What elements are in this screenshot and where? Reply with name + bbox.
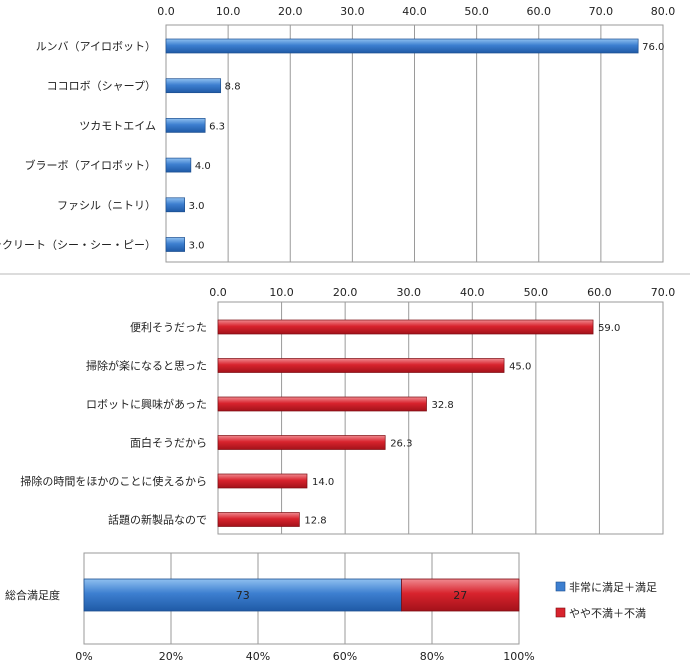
data-label-reasons: 45.0 [509, 362, 531, 373]
category-label-brands: ツカモトエイム [79, 119, 156, 132]
data-label-brands: 76.0 [642, 42, 664, 53]
tick-label-satisfaction: 100% [503, 650, 534, 663]
tick-label-reasons: 10.0 [269, 286, 294, 299]
tick-label-reasons: 40.0 [460, 286, 485, 299]
tick-label-brands: 0.0 [157, 5, 175, 18]
bar-reasons [217, 358, 505, 373]
category-label-reasons: 掃除が楽になると思った [86, 359, 207, 373]
tick-label-brands: 30.0 [340, 5, 365, 18]
segment-data-label: 73 [236, 589, 250, 602]
data-label-brands: 3.0 [189, 241, 205, 252]
data-label-brands: 3.0 [189, 201, 205, 212]
legend-label: 非常に満足＋満足 [569, 581, 657, 594]
category-label-satisfaction: 総合満足度 [5, 588, 60, 602]
bar-brands [165, 38, 639, 54]
bar-brands [165, 78, 222, 94]
tick-label-satisfaction: 40% [246, 650, 270, 663]
bar-segment-dissatisfied [401, 578, 520, 612]
bar-reasons [217, 435, 386, 450]
data-label-brands: 6.3 [209, 121, 225, 132]
tick-label-brands: 50.0 [464, 5, 489, 18]
category-label-reasons: 面白そうだから [130, 436, 207, 450]
bar-brands [165, 237, 185, 252]
tick-label-reasons: 70.0 [651, 286, 676, 299]
data-label-reasons: 14.0 [312, 477, 334, 488]
tick-label-reasons: 30.0 [396, 286, 421, 299]
data-label-brands: 4.0 [195, 161, 211, 172]
category-label-brands: ブラーボ（アイロボット） [25, 158, 156, 172]
tick-label-reasons: 50.0 [524, 286, 549, 299]
bar-brands [165, 118, 206, 133]
plot-area-reasons [217, 301, 664, 535]
category-label-reasons: ロボットに興味があった [86, 397, 207, 411]
bar-reasons [217, 512, 300, 527]
bar-brands [165, 197, 185, 213]
category-label-brands: ラクリート（シー・シー・ピー） [0, 239, 156, 252]
category-label-brands: ルンバ（アイロボット） [36, 40, 156, 53]
legend-label: やや不満＋不満 [569, 607, 646, 620]
category-label-brands: ファシル（ニトリ） [57, 199, 156, 212]
category-label-reasons: 便利そうだった [130, 321, 207, 334]
data-label-reasons: 59.0 [598, 323, 620, 334]
category-label-brands: ココロボ（シャープ） [47, 80, 156, 93]
data-label-reasons: 32.8 [432, 400, 454, 411]
bar-brands [165, 157, 192, 173]
tick-label-reasons: 20.0 [333, 286, 358, 299]
tick-label-brands: 60.0 [527, 5, 552, 18]
tick-label-satisfaction: 0% [75, 650, 92, 663]
tick-label-reasons: 0.0 [209, 286, 227, 299]
data-label-brands: 8.8 [225, 82, 241, 93]
category-label-reasons: 話題の新製品なので [108, 513, 207, 527]
tick-label-brands: 70.0 [589, 5, 614, 18]
tick-label-brands: 40.0 [402, 5, 427, 18]
tick-label-brands: 10.0 [216, 5, 241, 18]
bar-reasons [217, 473, 308, 489]
tick-label-reasons: 60.0 [587, 286, 612, 299]
data-label-reasons: 12.8 [304, 516, 326, 527]
tick-label-satisfaction: 60% [333, 650, 357, 663]
tick-label-satisfaction: 20% [159, 650, 183, 663]
data-label-reasons: 26.3 [390, 439, 412, 450]
segment-data-label: 27 [453, 589, 467, 602]
bar-segment-satisfied [83, 578, 402, 612]
tick-label-brands: 80.0 [651, 5, 676, 18]
legend-swatch [555, 581, 566, 592]
category-label-reasons: 掃除の時間をほかのことに使えるから [20, 474, 207, 488]
bar-reasons [217, 319, 594, 335]
bar-reasons [217, 396, 427, 412]
tick-label-satisfaction: 80% [420, 650, 444, 663]
tick-label-brands: 20.0 [278, 5, 303, 18]
legend-swatch [555, 607, 566, 618]
